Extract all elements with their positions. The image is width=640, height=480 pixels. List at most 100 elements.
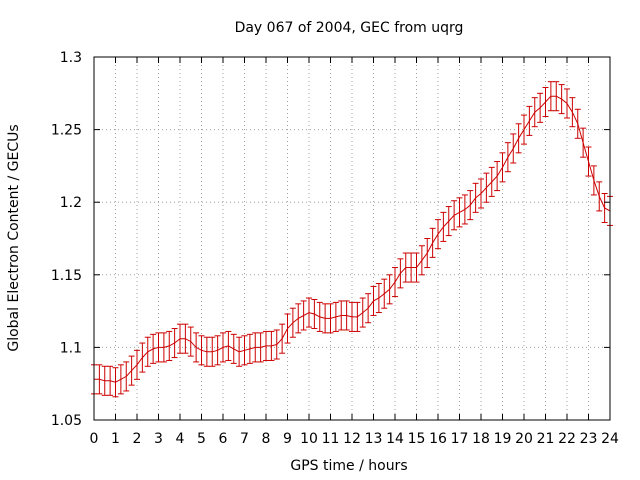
data-point: [187, 326, 194, 357]
data-point: [461, 194, 468, 225]
x-tick-label: 16: [429, 431, 447, 447]
data-point: [510, 133, 517, 164]
data-point: [117, 364, 124, 395]
y-tick-label: 1.3: [60, 50, 82, 66]
data-point: [375, 283, 382, 314]
x-tick-label: 15: [408, 431, 426, 447]
data-point: [435, 219, 441, 250]
data-point: [338, 300, 345, 331]
data-point: [590, 165, 597, 196]
data-point: [295, 303, 302, 334]
data-point: [101, 365, 108, 396]
x-tick-label: 3: [154, 431, 163, 447]
data-point: [96, 364, 103, 395]
data-point: [327, 303, 334, 334]
data-point: [424, 238, 431, 269]
data-point: [504, 142, 511, 173]
data-point: [332, 301, 339, 332]
data-point: [150, 333, 157, 364]
data-point: [359, 297, 366, 328]
data-point: [203, 336, 210, 367]
x-tick-label: 4: [176, 431, 185, 447]
data-point: [182, 323, 189, 354]
x-tick-label: 5: [197, 431, 206, 447]
data-point: [134, 349, 140, 380]
data-point: [354, 301, 361, 332]
x-tick-label: 19: [494, 431, 512, 447]
data-point: [467, 190, 474, 221]
data-point: [537, 92, 544, 123]
data-point: [429, 227, 436, 258]
data-point: [300, 300, 307, 331]
data-point: [386, 274, 393, 305]
x-tick-label: 14: [386, 431, 404, 447]
data-point: [553, 81, 560, 112]
y-tick-label: 1.25: [51, 123, 82, 139]
data-point: [279, 323, 286, 354]
x-tick-label: 21: [537, 431, 555, 447]
data-point: [198, 335, 205, 366]
data-point: [601, 192, 608, 224]
data-point: [521, 114, 527, 145]
x-tick-label: 11: [322, 431, 340, 447]
data-point: [166, 330, 173, 361]
data-point: [564, 88, 570, 119]
data-point: [397, 258, 404, 289]
x-tick-labels: 0 1 2 3 4 5 6 7 8 9 10 11 12 13 14 15 16 17 18 19 20 21 22 23 24: [90, 431, 619, 447]
data-point: [574, 108, 581, 139]
data-point: [225, 330, 232, 361]
data-point: [413, 252, 420, 283]
data-point: [472, 182, 479, 213]
x-tick-label: 22: [558, 431, 576, 447]
y-tick-label: 1.15: [51, 268, 82, 284]
data-point: [241, 335, 248, 366]
data-point: [246, 333, 253, 364]
data-point: [494, 161, 501, 192]
data-point: [209, 336, 216, 367]
data-point: [128, 355, 135, 386]
x-tick-label: 10: [300, 431, 318, 447]
x-tick-label: 24: [601, 431, 619, 447]
chart-title: Day 067 of 2004, GEC from uqrg: [235, 20, 464, 36]
data-point: [585, 146, 592, 177]
data-point: [220, 332, 226, 363]
series-line: [94, 95, 611, 383]
data-point: [488, 166, 495, 197]
data-point: [306, 297, 312, 328]
x-tick-label: 18: [472, 431, 490, 447]
data-point: [160, 332, 167, 363]
data-point: [456, 197, 463, 228]
data-point: [478, 178, 484, 209]
data-point: [273, 329, 280, 360]
data-point: [311, 298, 318, 330]
data-point: [542, 86, 549, 118]
data-point: [214, 335, 221, 366]
data-point: [349, 301, 355, 332]
x-tick-label: 17: [451, 431, 469, 447]
data-point: [408, 252, 415, 283]
data-point: [230, 333, 237, 364]
x-tick-label: 6: [219, 431, 228, 447]
data-point: [268, 330, 275, 361]
data-point: [252, 332, 259, 363]
x-tick-label: 12: [343, 431, 361, 447]
data-point: [123, 361, 130, 392]
data-point: [381, 278, 388, 309]
x-tick-label: 7: [240, 431, 249, 447]
data-point: [322, 303, 329, 334]
x-axis-label: GPS time / hours: [290, 458, 407, 474]
data-point: [596, 181, 603, 212]
y-tick-label: 1.1: [60, 340, 82, 356]
y-axis-label: Global Electron Content / GECUs: [6, 124, 22, 351]
x-tick-label: 0: [90, 431, 99, 447]
data-point: [558, 84, 565, 115]
data-point: [365, 293, 372, 324]
data-point: [155, 332, 162, 363]
x-tick-label: 9: [283, 431, 292, 447]
data-point: [515, 123, 522, 154]
x-tick-label: 8: [262, 431, 271, 447]
x-tick-label: 13: [365, 431, 383, 447]
data-point: [440, 211, 447, 242]
data-point: [392, 267, 398, 298]
